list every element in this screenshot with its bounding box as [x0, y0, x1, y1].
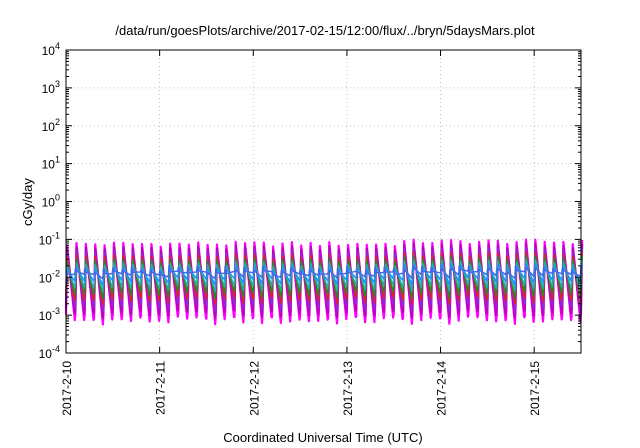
x-tick-label: 2017-2-14 — [435, 361, 449, 416]
y-tick-label: 100 — [42, 193, 60, 210]
y-tick-label: 10-1 — [39, 230, 60, 247]
chart-title: /data/run/goesPlots/archive/2017-02-15/1… — [115, 23, 535, 38]
x-tick-label: 2017-2-15 — [528, 361, 542, 416]
x-axis-label: Coordinated Universal Time (UTC) — [223, 430, 422, 445]
y-tick-label: 10-4 — [39, 344, 60, 361]
y-tick-label: 104 — [42, 41, 60, 58]
x-tick-label: 2017-2-10 — [60, 361, 74, 416]
y-tick-label: 10-3 — [39, 306, 60, 323]
y-tick-label: 102 — [42, 117, 60, 134]
x-tick-label: 2017-2-12 — [247, 361, 261, 416]
x-tick-labels: 2017-2-10 2017-2-11 2017-2-12 2017-2-13 2017… — [60, 361, 542, 416]
y-tick-label: 10-2 — [39, 268, 60, 285]
y-tick-label: 103 — [42, 79, 60, 96]
series-layer — [64, 238, 584, 326]
ticks-layer — [65, 49, 581, 354]
x-tick-label: 2017-2-13 — [341, 361, 355, 416]
y-tick-label: 101 — [42, 155, 60, 172]
series-line — [65, 264, 583, 280]
y-tick-labels: 10-4 10-3 10-2 10-1 100 101 102 103 104 — [39, 41, 60, 361]
y-axis-label: cGy/day — [20, 178, 35, 226]
x-tick-label: 2017-2-11 — [154, 361, 168, 415]
